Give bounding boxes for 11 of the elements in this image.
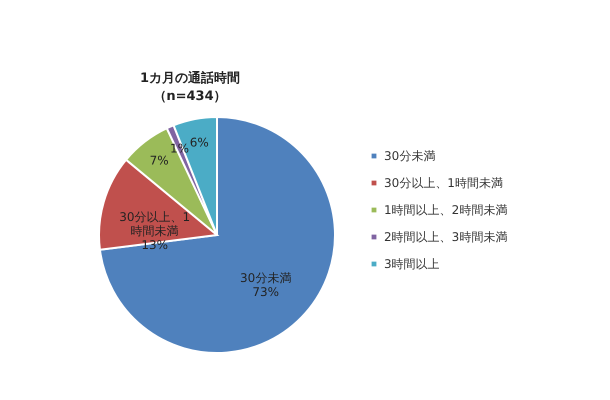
data-label: 6% [190, 135, 209, 150]
legend-label: 30分未満 [384, 149, 436, 163]
pie-slice [98, 116, 336, 354]
chart-title: 1カ月の通話時間 [140, 70, 240, 86]
legend-label: 2時間以上、3時間未満 [384, 230, 508, 244]
chart-subtitle: （n=434） [153, 89, 227, 104]
legend-label: 1時間以上、2時間未満 [384, 203, 508, 217]
data-label: 7% [150, 153, 169, 168]
legend-label: 3時間以上 [384, 257, 440, 271]
data-label: 30分未満 73% [240, 270, 292, 299]
legend-label: 30分以上、1時間未満 [384, 176, 503, 190]
